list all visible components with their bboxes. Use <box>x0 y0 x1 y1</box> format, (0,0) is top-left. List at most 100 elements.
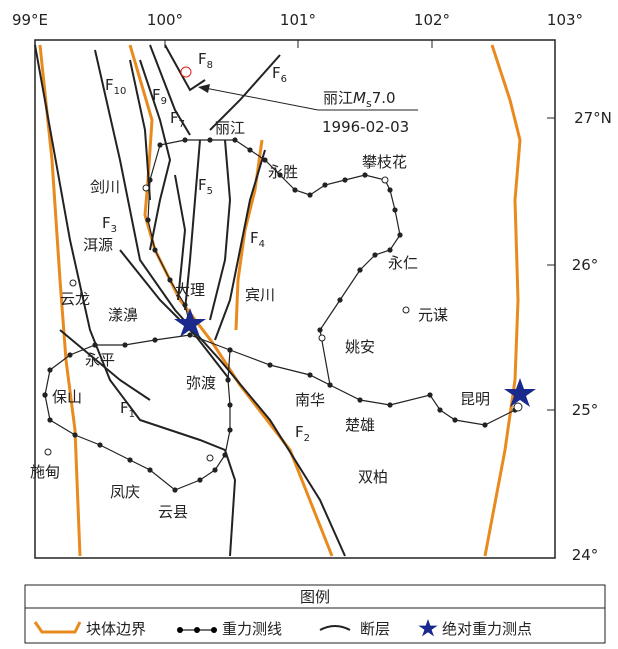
gravity-point <box>227 402 233 408</box>
t: s <box>366 97 372 110</box>
gravity-point <box>267 362 273 368</box>
fault-subscript: 10 <box>114 86 127 97</box>
fault-subscript: 3 <box>111 224 117 235</box>
lon-label: 101° <box>280 11 316 29</box>
arrow-head <box>198 84 210 93</box>
gravity-point <box>47 417 53 423</box>
fault-label: F8 <box>198 50 213 71</box>
fault-subscript: 8 <box>207 60 213 71</box>
place-label: 保山 <box>52 388 82 406</box>
gravity-point <box>322 182 328 188</box>
gravity-point <box>127 457 133 463</box>
gravity-point <box>357 267 363 273</box>
legend-dot <box>211 627 217 633</box>
gravity-point <box>397 232 403 238</box>
fault-label: F5 <box>198 176 213 197</box>
gravity-point <box>225 377 231 383</box>
gravity-point <box>172 487 178 493</box>
gravity-point <box>387 402 393 408</box>
gravity-point <box>232 137 238 143</box>
gravity-point <box>387 187 393 193</box>
place-label: 楚雄 <box>345 416 375 434</box>
gravity-line <box>147 139 401 386</box>
place-label: 大理 <box>175 281 205 299</box>
gravity-point <box>372 252 378 258</box>
gravity-lines <box>42 137 518 493</box>
place-label: 施甸 <box>30 463 60 481</box>
place-label: 剑川 <box>90 178 120 196</box>
gravity-point <box>222 452 228 458</box>
gravity-point <box>292 187 298 193</box>
gravity-point <box>42 392 48 398</box>
fault-label: F6 <box>272 64 287 85</box>
gravity-point <box>152 247 158 253</box>
place-label: 漾濞 <box>108 306 138 324</box>
fault-subscript: 5 <box>207 186 213 197</box>
gravity-point <box>187 332 193 338</box>
gravity-point <box>392 207 398 213</box>
place-label: 双柏 <box>358 468 388 486</box>
place-label: 宾川 <box>245 286 275 304</box>
fault-subscript: 4 <box>259 239 265 250</box>
fault-label: F4 <box>250 229 265 250</box>
gravity-point <box>122 342 128 348</box>
gravity-point <box>97 442 103 448</box>
gravity-point <box>452 417 458 423</box>
place-label: 永胜 <box>268 163 298 181</box>
gravity-point <box>262 157 268 163</box>
labels: 99°E 100° 101° 102° 103° 27°N 26° 25° 24° 剑川洱源云龙漾… <box>12 11 612 564</box>
fault-label: F9 <box>152 86 167 107</box>
arrow <box>204 87 319 111</box>
gravity-point <box>207 137 213 143</box>
gravity-point <box>227 347 233 353</box>
legend-box <box>24 584 606 644</box>
gravity-line <box>44 334 516 426</box>
legend-item: 重力测线 <box>222 620 282 638</box>
frame <box>34 39 556 559</box>
gravity-point <box>437 407 443 413</box>
gravity-point <box>307 192 313 198</box>
gravity-line <box>44 349 231 491</box>
gravity-point <box>327 382 333 388</box>
fault-label: F7 <box>170 109 185 130</box>
fault-label: F2 <box>295 423 310 444</box>
legend-fault <box>319 625 351 631</box>
gravity-point <box>342 177 348 183</box>
gravity-point <box>277 172 283 178</box>
gravity-point <box>145 217 151 223</box>
place-label: 永仁 <box>388 254 418 272</box>
legend-dot <box>194 627 200 633</box>
stations <box>174 308 536 407</box>
gravity-point <box>197 477 203 483</box>
place-label: 元谋 <box>418 306 448 324</box>
gravity-point <box>247 147 253 153</box>
fault-label: F10 <box>105 76 126 97</box>
legend-item: 绝对重力测点 <box>442 620 532 638</box>
place-label: 昆明 <box>460 390 490 408</box>
gravity-point <box>387 247 393 253</box>
legend-dot <box>177 627 183 633</box>
gravity-point <box>337 297 343 303</box>
gravity-point <box>72 432 78 438</box>
annotation-date: 1996-02-03 <box>322 118 409 136</box>
place-label: 弥渡 <box>186 374 216 392</box>
towns <box>44 66 523 462</box>
gravity-point <box>67 352 73 358</box>
place-label: 丽江 <box>215 119 245 137</box>
gravity-point <box>212 467 218 473</box>
gravity-point <box>482 422 488 428</box>
t: M <box>353 89 366 107</box>
faults <box>34 44 346 557</box>
legend-title: 图例 <box>300 588 330 606</box>
gravity-point <box>92 342 98 348</box>
place-label: 攀枝花 <box>362 153 407 171</box>
fault-subscript: 9 <box>161 96 167 107</box>
place-label: 永平 <box>85 351 115 369</box>
lat-label: 24° <box>572 546 599 564</box>
gravity-point <box>182 302 188 308</box>
lon-label: 102° <box>414 11 450 29</box>
fault-subscript: 7 <box>179 119 185 130</box>
place-label: 凤庆 <box>110 483 140 501</box>
gravity-point <box>147 467 153 473</box>
